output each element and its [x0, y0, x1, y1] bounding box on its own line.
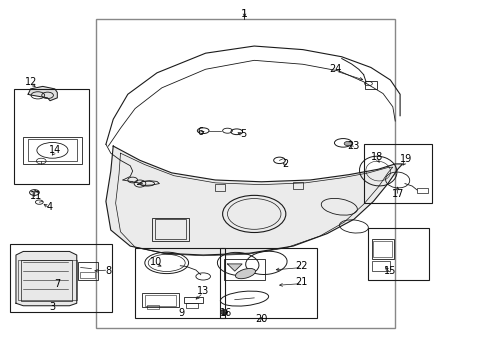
Bar: [154, 219, 186, 239]
Text: 7: 7: [54, 279, 61, 289]
Text: 18: 18: [370, 152, 382, 162]
Text: 16: 16: [220, 308, 232, 318]
Text: 20: 20: [255, 314, 267, 324]
Bar: [371, 239, 393, 258]
Text: 22: 22: [295, 261, 307, 271]
Text: 6: 6: [197, 127, 203, 137]
Text: 17: 17: [391, 189, 403, 199]
Bar: [215, 184, 224, 191]
Text: 3: 3: [49, 302, 56, 312]
Ellipse shape: [220, 310, 227, 315]
Polygon shape: [28, 86, 57, 101]
Text: 19: 19: [399, 154, 411, 164]
Bar: [144, 295, 176, 306]
Bar: [78, 262, 98, 280]
Text: 4: 4: [47, 202, 53, 212]
Bar: [371, 261, 389, 271]
Bar: [365, 81, 376, 89]
Ellipse shape: [344, 141, 351, 146]
Text: 14: 14: [49, 145, 61, 155]
Text: 9: 9: [178, 308, 184, 318]
Bar: [142, 293, 179, 307]
Polygon shape: [16, 251, 77, 306]
Bar: [416, 188, 427, 193]
Text: 21: 21: [295, 277, 307, 287]
Text: 13: 13: [197, 286, 209, 296]
Text: 15: 15: [384, 266, 396, 276]
Bar: [183, 297, 203, 303]
Text: 1: 1: [241, 9, 247, 19]
Bar: [152, 217, 188, 241]
Bar: [96, 19, 394, 328]
Text: 24: 24: [329, 64, 342, 74]
Bar: [10, 244, 112, 312]
Bar: [186, 303, 198, 307]
Text: 8: 8: [105, 266, 111, 276]
Text: 10: 10: [150, 257, 162, 267]
Bar: [220, 248, 317, 318]
Polygon shape: [106, 146, 402, 255]
Bar: [135, 248, 224, 318]
Bar: [292, 182, 302, 189]
Bar: [19, 260, 77, 300]
Bar: [147, 305, 159, 309]
Bar: [21, 260, 72, 301]
Text: 12: 12: [25, 77, 38, 87]
Bar: [368, 228, 428, 280]
Text: 5: 5: [240, 129, 246, 139]
Text: 23: 23: [346, 141, 359, 151]
Bar: [28, 139, 77, 161]
Bar: [372, 241, 391, 257]
Text: 11: 11: [30, 191, 42, 201]
Bar: [23, 137, 81, 164]
Bar: [14, 89, 89, 184]
Ellipse shape: [235, 269, 255, 279]
Bar: [80, 272, 95, 278]
Bar: [224, 259, 265, 280]
Text: 2: 2: [282, 159, 288, 169]
Polygon shape: [227, 264, 242, 271]
Bar: [363, 144, 431, 203]
